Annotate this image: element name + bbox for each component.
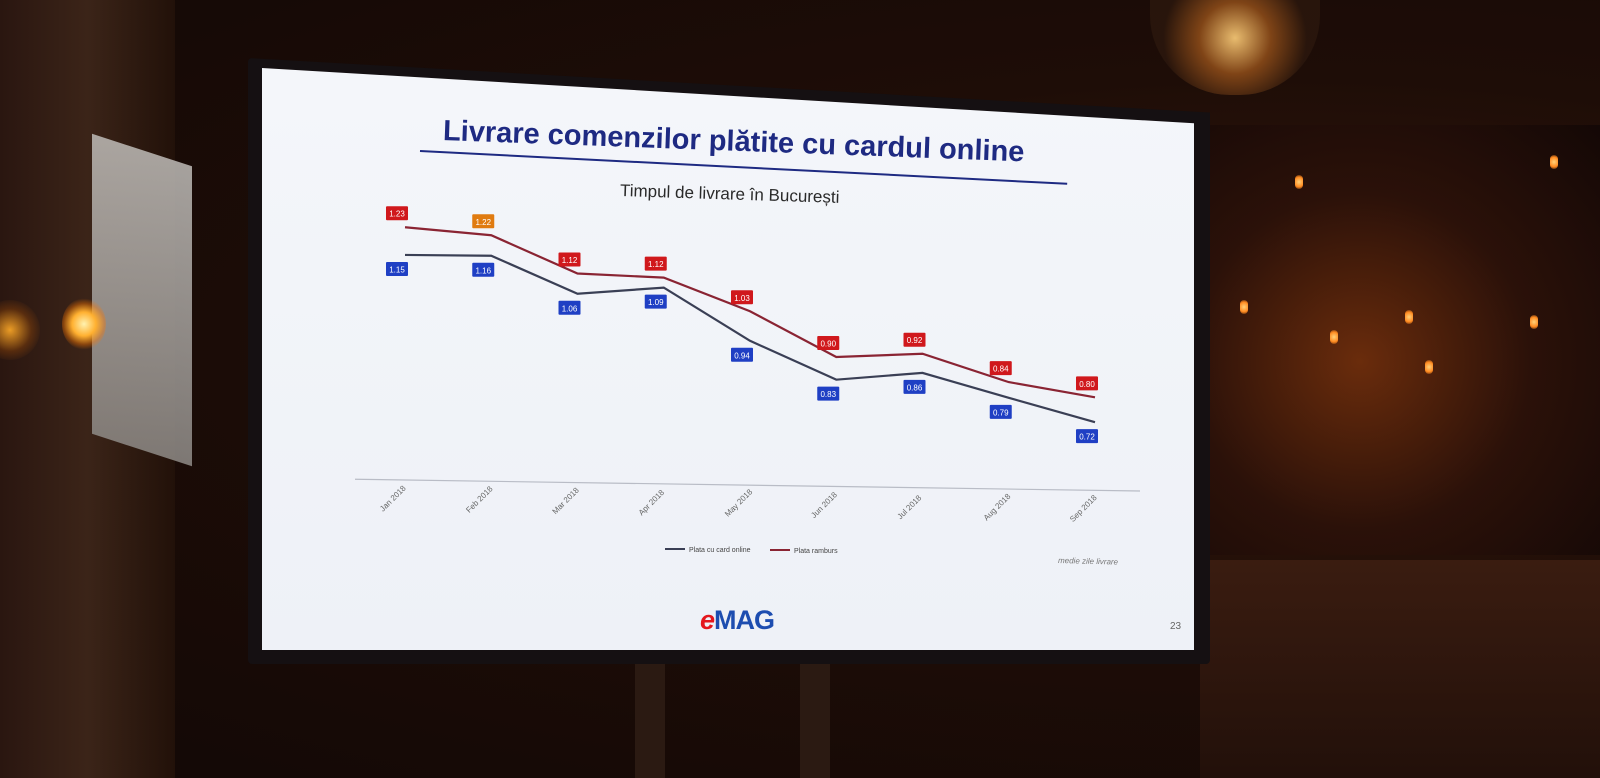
data-label-text: 0.86 (907, 383, 923, 392)
x-tick-label: Sep 2018 (1068, 493, 1099, 524)
tv-stand-post (635, 660, 665, 778)
data-label-text: 1.09 (648, 298, 664, 307)
data-label-box (558, 300, 581, 315)
bokeh-light (1295, 175, 1303, 189)
data-label: 1.23 (386, 206, 408, 221)
bokeh-light (1425, 360, 1433, 374)
data-label-box (472, 214, 495, 229)
series-line-card (404, 253, 1096, 424)
bokeh-light (1530, 315, 1538, 329)
data-label-box (817, 336, 840, 351)
data-label: 0.92 (903, 332, 926, 347)
x-tick-label: Jul 2018 (896, 493, 924, 521)
legend-label: Plata ramburs (794, 548, 838, 555)
data-label-text: 1.22 (475, 218, 491, 227)
legend-label: Plata cu card online (689, 547, 751, 554)
data-label-box (558, 252, 581, 267)
data-label: 1.03 (731, 290, 753, 305)
page-number: 23 (1170, 621, 1182, 632)
data-label-text: 0.90 (820, 340, 836, 349)
data-label-text: 0.80 (1079, 380, 1095, 389)
data-label-text: 1.16 (475, 266, 491, 275)
emag-logo: eMAG (700, 605, 775, 635)
data-label: 0.80 (1076, 376, 1098, 391)
bokeh-light (1550, 155, 1558, 169)
background-cabinet (1200, 560, 1600, 778)
data-label-text: 0.94 (734, 351, 750, 360)
wall-lamp (62, 298, 106, 350)
x-tick-label: Mar 2018 (551, 485, 582, 516)
data-label-text: 1.06 (562, 304, 578, 313)
x-tick-label: Aug 2018 (982, 491, 1013, 522)
data-label-text: 0.79 (993, 408, 1009, 417)
data-label-box (903, 379, 926, 394)
x-tick-label: Apr 2018 (637, 488, 667, 518)
data-label-box (989, 404, 1012, 419)
data-label-box (472, 262, 495, 277)
data-label-text: 0.72 (1079, 433, 1095, 442)
data-label-box (644, 294, 667, 309)
tv-stand-post (800, 660, 830, 778)
data-label: 0.83 (817, 386, 840, 401)
data-label-text: 1.15 (389, 265, 405, 274)
data-label-text: 0.84 (993, 365, 1009, 374)
data-label-text: 0.83 (820, 390, 836, 399)
data-label-box (386, 206, 408, 221)
data-label: 1.12 (644, 256, 667, 271)
data-label: 1.06 (558, 300, 581, 315)
data-label-text: 1.12 (562, 256, 578, 265)
data-label-text: 1.23 (389, 210, 405, 219)
x-tick-label: May 2018 (723, 487, 755, 519)
data-label-text: 1.03 (734, 294, 750, 303)
data-label: 0.72 (1076, 429, 1098, 444)
x-axis-line (354, 478, 1141, 492)
data-label: 0.90 (817, 336, 840, 351)
chart-note: medie zile livrare (1058, 556, 1119, 567)
data-label-box (989, 361, 1012, 376)
data-label: 1.12 (558, 252, 581, 267)
data-label-text: 1.12 (648, 260, 664, 269)
data-label: 0.84 (989, 361, 1012, 376)
data-label-box (386, 261, 408, 276)
chart-legend: Plata cu card online Plata ramburs (665, 547, 838, 555)
x-tick-label: Feb 2018 (464, 484, 495, 515)
data-label: 1.22 (472, 214, 495, 229)
x-tick-label: Jan 2018 (378, 483, 408, 513)
data-label-box (1076, 376, 1098, 391)
series-line-ramburs (404, 226, 1096, 399)
data-label-box (1076, 429, 1098, 444)
data-label: 1.16 (472, 262, 495, 277)
data-label-box (644, 256, 667, 271)
data-label: 1.09 (644, 294, 667, 309)
background-shelves (1200, 125, 1600, 555)
bokeh-light (1405, 310, 1413, 324)
data-label: 1.15 (386, 261, 408, 276)
data-label-box (903, 332, 926, 347)
x-tick-label: Jun 2018 (809, 490, 839, 520)
bokeh-light (1240, 300, 1248, 314)
data-label: 0.86 (903, 379, 926, 394)
data-label-box (731, 290, 753, 305)
data-label-text: 0.92 (907, 336, 923, 345)
data-label: 0.94 (731, 347, 753, 362)
data-label-box (817, 386, 840, 401)
data-label: 0.79 (989, 404, 1012, 419)
data-label-box (731, 347, 753, 362)
bokeh-light (1330, 330, 1338, 344)
